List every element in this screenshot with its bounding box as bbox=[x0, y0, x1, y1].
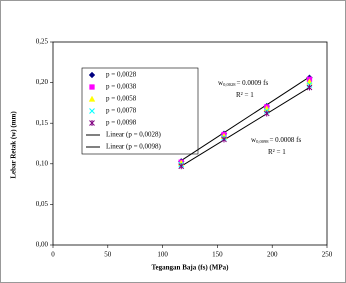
annotation: w0,0098= 0.0008 fs bbox=[251, 136, 301, 145]
annotation: w0,0028= 0.0009 fs bbox=[218, 79, 268, 88]
y-tick-label: 0,05 bbox=[36, 200, 49, 208]
x-tick-label: 100 bbox=[157, 251, 168, 259]
legend-label: p = 0,0078 bbox=[106, 107, 137, 115]
trend-line bbox=[180, 87, 310, 167]
x-tick-label: 0 bbox=[51, 251, 55, 259]
annotation-text: R² = 1 bbox=[236, 91, 254, 99]
y-axis-label: Lebar Retak (w) (mm) bbox=[10, 111, 18, 179]
y-tick-label: 0,20 bbox=[36, 78, 49, 86]
y-tick-label: 0,25 bbox=[36, 38, 49, 46]
marker bbox=[263, 110, 270, 117]
marker bbox=[221, 136, 227, 143]
annotation-suffix: = 0.0008 fs bbox=[269, 136, 301, 144]
y-tick-label: 0,10 bbox=[36, 159, 49, 167]
x-tick-label: 50 bbox=[104, 251, 112, 259]
legend-marker bbox=[88, 71, 96, 79]
legend-marker bbox=[88, 95, 96, 102]
marker bbox=[306, 84, 313, 91]
x-tick-label: 250 bbox=[322, 251, 333, 259]
legend-label: p = 0,0098 bbox=[106, 119, 137, 127]
annotation-text: w bbox=[251, 136, 257, 144]
x-tick-label: 200 bbox=[267, 251, 278, 259]
legend-marker bbox=[89, 108, 95, 114]
y-tick-label: 0,15 bbox=[36, 119, 49, 127]
annotation-subscript: 0,0098 bbox=[256, 139, 269, 145]
legend-label: p = 0,0038 bbox=[106, 83, 137, 91]
legend-marker bbox=[89, 84, 95, 90]
annotation-text: w bbox=[218, 79, 224, 87]
x-tick-label: 150 bbox=[212, 251, 223, 259]
x-axis-label: Tegangan Baja (fs) (MPa) bbox=[152, 264, 230, 272]
annotation: R² = 1 bbox=[236, 91, 254, 99]
legend bbox=[81, 67, 199, 155]
legend-marker bbox=[89, 120, 95, 126]
plot-area bbox=[52, 41, 328, 246]
y-tick-label: 0,00 bbox=[36, 241, 49, 249]
annotation-suffix: = 0.0009 fs bbox=[236, 79, 268, 87]
legend-label: p = 0,0058 bbox=[106, 95, 137, 103]
marker bbox=[178, 163, 185, 170]
legend-label: Linear (p = 0,0098) bbox=[106, 143, 162, 151]
annotation-subscript: 0,0028 bbox=[223, 82, 236, 88]
trend-line bbox=[180, 76, 310, 161]
annotation: R² = 1 bbox=[268, 148, 286, 156]
legend-label: p = 0,0028 bbox=[106, 71, 137, 79]
legend-label: Linear (p = 0,0028) bbox=[106, 131, 162, 139]
annotation-text: R² = 1 bbox=[268, 148, 286, 156]
